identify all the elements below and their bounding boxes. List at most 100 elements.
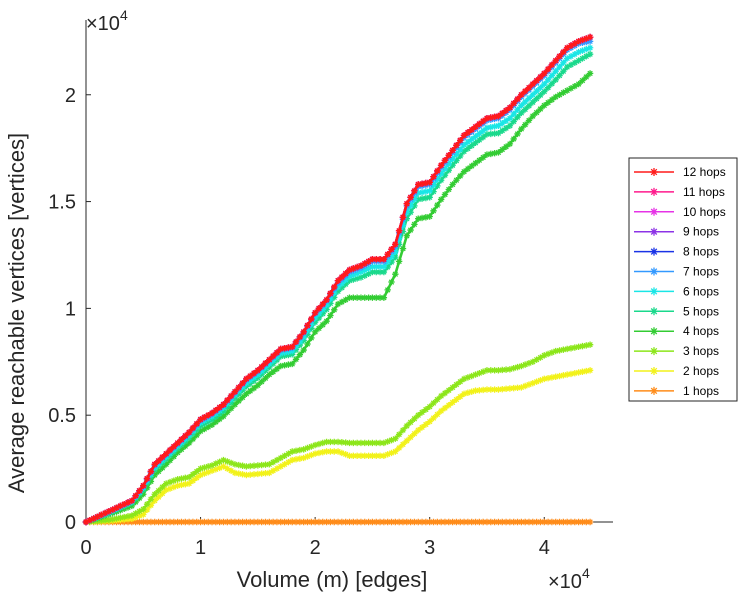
series-marker-5-hops [491, 130, 498, 137]
series-marker-6-hops [289, 347, 296, 355]
series-marker-6-hops [556, 63, 563, 71]
series-marker-6-hops [292, 343, 300, 350]
series-marker-4-hops [529, 112, 537, 120]
series-marker-4-hops [579, 77, 586, 84]
series-marker-12-hops [369, 256, 376, 263]
series-marker-3-hops [304, 444, 311, 452]
series-marker-5-hops [205, 418, 212, 425]
series-marker-4-hops [197, 428, 204, 435]
series-marker-5-hops [399, 228, 407, 235]
series-marker-3-hops [109, 515, 116, 523]
series-marker-5-hops [395, 241, 403, 248]
series-marker-2-hops [155, 493, 162, 501]
series-marker-1-hops [250, 518, 258, 526]
series-marker-2-hops [395, 444, 403, 452]
series-marker-5-hops [403, 215, 410, 222]
series-marker-4-hops [563, 87, 571, 94]
series-marker-4-hops [521, 121, 529, 128]
series-marker-4-hops [518, 125, 525, 133]
series-marker-3-hops [315, 440, 323, 448]
series-marker-4-hops [311, 328, 319, 336]
series-marker-4-hops [403, 232, 410, 239]
series-marker-12-hops [323, 296, 330, 304]
series-marker-3-hops [140, 505, 147, 513]
series-marker-1-hops [544, 518, 552, 526]
series-marker-12-hops [247, 372, 254, 380]
series-marker-5-hops [212, 413, 220, 420]
series-marker-2-hops [586, 367, 594, 374]
series-marker-6-hops [399, 222, 407, 229]
series-marker-1-hops [399, 518, 407, 526]
series-marker-4-hops [495, 149, 502, 156]
series-marker-3-hops [132, 510, 139, 517]
y-tick-label: 2 [65, 85, 76, 107]
series-marker-12-hops [162, 450, 170, 457]
series-marker-2-hops [178, 481, 185, 489]
series-marker-4-hops [357, 294, 365, 301]
series-marker-2-hops [533, 378, 540, 385]
series-marker-4-hops [178, 446, 185, 453]
series-marker-5-hops [533, 95, 540, 102]
series-marker-2-hops [548, 374, 556, 381]
series-marker-6-hops [449, 155, 456, 163]
series-marker-1-hops [208, 518, 216, 526]
series-marker-2-hops [502, 385, 510, 393]
series-marker-5-hops [567, 61, 575, 69]
series-marker-5-hops [506, 122, 514, 129]
series-marker-2-hops [575, 369, 582, 376]
series-marker-2-hops [380, 452, 388, 459]
series-marker-4-hops [132, 498, 139, 506]
series-marker-3-hops [579, 342, 586, 350]
series-marker-12-hops [529, 80, 537, 88]
series-marker-12-hops [117, 502, 124, 510]
legend-swatch-marker [650, 267, 658, 276]
series-marker-1-hops [132, 518, 139, 526]
series-marker-5-hops [392, 253, 399, 261]
series-marker-5-hops [434, 182, 441, 190]
series-marker-2-hops [437, 407, 445, 415]
series-marker-6-hops [472, 133, 479, 140]
series-marker-4-hops [434, 201, 441, 209]
legend-swatch-marker [650, 327, 658, 336]
series-marker-4-hops [437, 196, 445, 203]
series-marker-1-hops [159, 518, 166, 526]
series-marker-4-hops [468, 162, 475, 170]
series-marker-12-hops [90, 515, 97, 522]
series-marker-3-hops [411, 415, 418, 422]
series-marker-12-hops [395, 227, 403, 234]
series-marker-5-hops [350, 276, 357, 283]
series-marker-1-hops [472, 518, 479, 526]
series-marker-4-hops [304, 340, 311, 348]
series-marker-3-hops [170, 477, 178, 484]
series-marker-6-hops [491, 123, 498, 130]
series-marker-12-hops [338, 273, 346, 281]
series-marker-12-hops [82, 518, 90, 526]
series-marker-12-hops [147, 468, 155, 475]
series-marker-1-hops [380, 518, 388, 526]
series-marker-6-hops [575, 48, 582, 56]
series-marker-3-hops [101, 517, 109, 524]
series-marker-6-hops [441, 165, 449, 173]
series-marker-2-hops [136, 512, 143, 520]
series-marker-2-hops [273, 465, 281, 472]
series-marker-3-hops [384, 438, 391, 445]
labels-layer: ×104 ×104 Volume (m) [edges] Average rea… [4, 7, 590, 593]
series-marker-3-hops [487, 367, 494, 374]
series-marker-6-hops [353, 270, 361, 277]
series-marker-1-hops [239, 518, 246, 526]
series-marker-12-hops [212, 407, 220, 414]
series-marker-12-hops [472, 123, 479, 131]
series-marker-12-hops [124, 499, 132, 506]
series-marker-12-hops [418, 180, 426, 187]
series-marker-7-hops [583, 38, 590, 46]
series-marker-3-hops [468, 372, 475, 380]
series-marker-12-hops [525, 84, 533, 91]
series-marker-2-hops [174, 482, 181, 489]
series-marker-4-hops [281, 362, 288, 369]
series-marker-1-hops [258, 518, 265, 526]
series-marker-3-hops [120, 513, 128, 521]
series-marker-4-hops [464, 165, 472, 173]
series-marker-12-hops [495, 112, 502, 120]
series-marker-3-hops [174, 476, 181, 483]
series-marker-5-hops [269, 360, 277, 367]
